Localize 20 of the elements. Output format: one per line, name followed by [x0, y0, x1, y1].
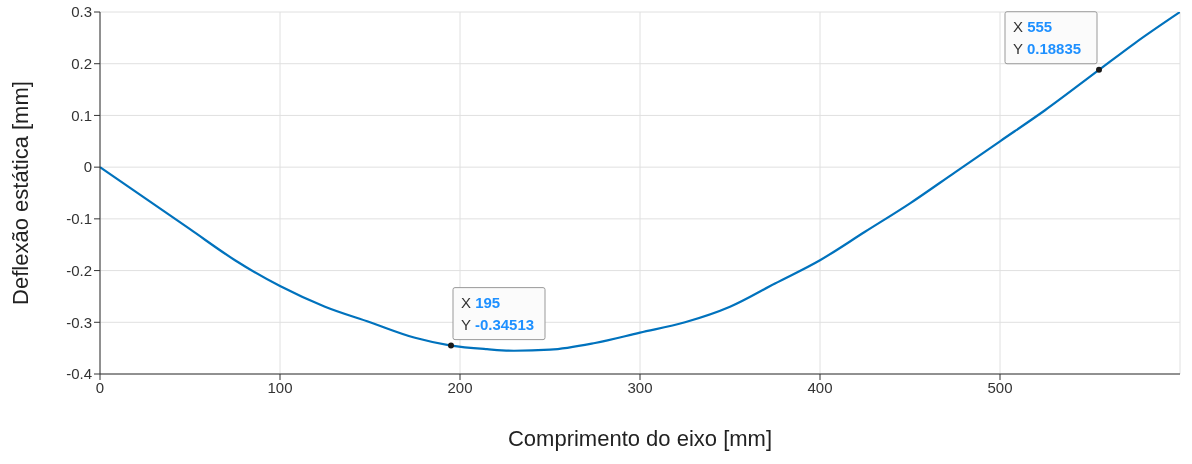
x-tick-label: 200 — [447, 378, 473, 396]
y-tick-label: -0.1 — [66, 210, 92, 228]
x-axis-title: Comprimento do eixo [mm] — [507, 426, 773, 451]
y-tick-label: 0.1 — [71, 106, 92, 124]
y-tick-label: 0 — [83, 158, 92, 176]
data-tip: X 195 Y -0.34513 — [448, 287, 546, 349]
x-tick-label: 300 — [627, 378, 653, 396]
y-tick-label: -0.2 — [66, 261, 92, 279]
annotation: X 555 Y 0.18835 — [1013, 17, 1082, 57]
y-tick-label: -0.3 — [66, 313, 92, 331]
x-tick-label: 400 — [807, 378, 833, 396]
data-tip: X 555 Y 0.18835 — [1004, 11, 1102, 73]
x-tick-label: 500 — [987, 378, 1013, 396]
y-tick-label: -0.4 — [66, 365, 92, 383]
x-tick-label: 100 — [267, 378, 293, 396]
y-axis-title: Deflexão estática [mm] — [7, 81, 33, 305]
x-tick-label: 0 — [95, 378, 105, 396]
y-tick-label: 0.3 — [71, 3, 92, 21]
annotation: X 195 Y -0.34513 — [461, 293, 535, 333]
y-tick-label: 0.2 — [71, 55, 92, 73]
